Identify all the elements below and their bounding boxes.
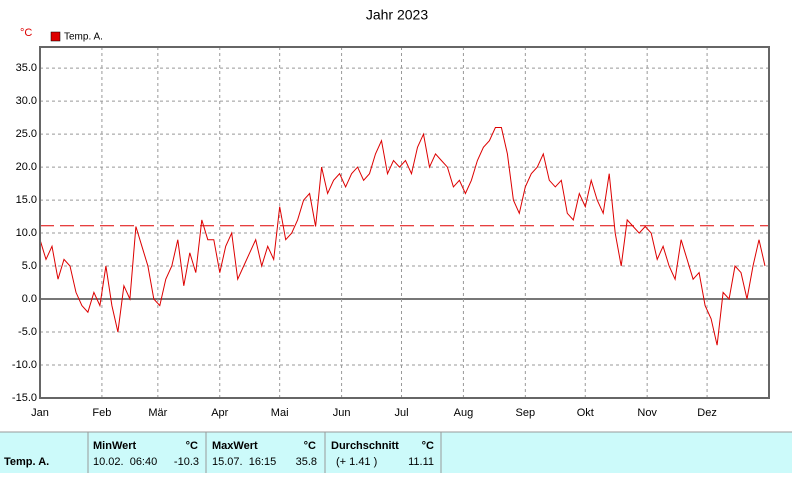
col-unit: °C xyxy=(422,440,434,452)
x-tick-label: Feb xyxy=(92,407,111,419)
x-tick-label: Sep xyxy=(516,407,536,419)
x-tick-label: Jun xyxy=(333,407,351,419)
cell: 15.07. 16:15 xyxy=(212,456,276,468)
legend-label: Temp. A. xyxy=(64,32,103,43)
col-unit: °C xyxy=(304,440,316,452)
col-header: Durchschnitt xyxy=(331,440,399,452)
x-tick-label: Okt xyxy=(577,407,594,419)
chart-title: Jahr 2023 xyxy=(366,7,428,23)
col-unit: °C xyxy=(186,440,198,452)
y-tick-label: 20.0 xyxy=(16,161,37,173)
x-tick-label: Nov xyxy=(637,407,657,419)
y-tick-label: 30.0 xyxy=(16,95,37,107)
y-unit: °C xyxy=(20,27,32,39)
y-tick-label: 15.0 xyxy=(16,194,37,206)
cell: 11.11 xyxy=(408,456,434,468)
y-tick-label: 0.0 xyxy=(22,293,37,305)
x-tick-label: Dez xyxy=(697,407,717,419)
cell: (+ 1.41 ) xyxy=(336,456,377,468)
plot-frame xyxy=(39,46,770,399)
y-tick-label: -10.0 xyxy=(12,359,37,371)
y-tick-label: -15.0 xyxy=(12,392,37,404)
y-tick-label: 10.0 xyxy=(16,227,37,239)
x-tick-label: Apr xyxy=(211,407,228,419)
x-tick-label: Jan xyxy=(31,407,49,419)
x-tick-label: Mär xyxy=(148,407,167,419)
y-tick-label: -5.0 xyxy=(18,326,37,338)
y-tick-label: 5.0 xyxy=(22,260,37,272)
x-tick-label: Aug xyxy=(454,407,474,419)
x-tick-label: Jul xyxy=(394,407,408,419)
legend-swatch xyxy=(50,31,61,42)
y-tick-label: 25.0 xyxy=(16,128,37,140)
row-label: Temp. A. xyxy=(4,456,49,468)
col-header: MinWert xyxy=(93,440,137,452)
cell: -10.3 xyxy=(174,456,199,468)
x-tick-label: Mai xyxy=(271,407,289,419)
col-header: MaxWert xyxy=(212,440,258,452)
table-bg xyxy=(0,432,792,473)
temp-line xyxy=(39,127,766,346)
cell: 10.02. 06:40 xyxy=(93,456,157,468)
cell: 35.8 xyxy=(296,456,317,468)
y-tick-label: 35.0 xyxy=(16,62,37,74)
